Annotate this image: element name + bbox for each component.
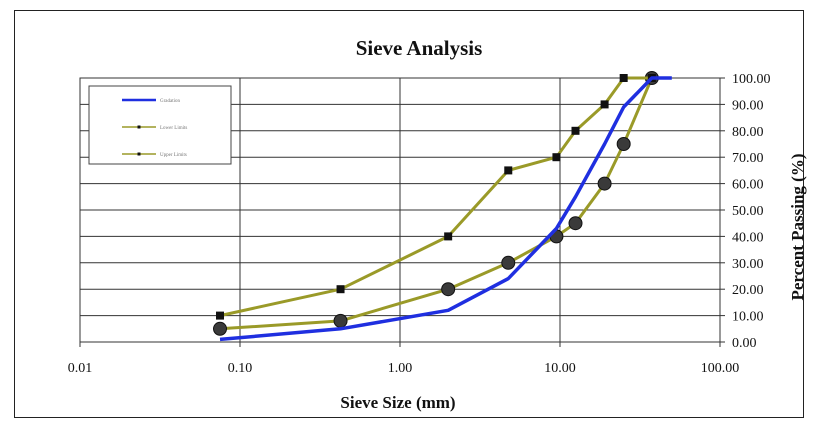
legend-label-gradation: Gradation <box>160 99 180 104</box>
data-point-lower-limits <box>501 255 516 270</box>
data-point-lower-limits <box>597 176 612 191</box>
data-point-upper-limits <box>444 232 453 241</box>
y-tick-label: 20.00 <box>732 283 764 298</box>
series-line-gradation <box>219 76 672 342</box>
x-tick-label: 1.00 <box>388 361 413 376</box>
data-point-lower-limits <box>616 137 631 151</box>
legend-marker-upper-limits <box>137 152 141 156</box>
data-point-upper-limits <box>619 74 628 82</box>
y-tick-label: 60.00 <box>732 178 764 193</box>
y-tick-label: 80.00 <box>732 125 764 140</box>
y-tick-label: 0.00 <box>732 336 757 351</box>
data-point-upper-limits <box>336 285 345 294</box>
legend-marker-lower-limits <box>137 125 141 129</box>
data-point-upper-limits <box>552 153 561 162</box>
legend-label-upper-limits: Upper Limits <box>160 153 187 158</box>
data-point-lower-limits <box>333 313 348 328</box>
x-axis-label: Sieve Size (mm) <box>340 393 455 412</box>
tick-labels: 0.00 10.00 20.00 30.00 40.00 50.00 60.00 70.00 8… <box>68 72 771 376</box>
series-layer <box>213 71 672 342</box>
data-point-upper-limits <box>600 100 609 109</box>
plot-area-border <box>79 77 721 343</box>
grid <box>79 77 725 347</box>
legend: Gradation Lower Limits Upper Limits <box>88 85 232 165</box>
y-tick-label: 30.00 <box>732 257 764 272</box>
y-tick-label: 90.00 <box>732 98 764 113</box>
data-point-lower-limits <box>441 282 456 297</box>
data-point-lower-limits <box>568 216 583 231</box>
legend-label-lower-limits: Lower Limits <box>160 126 187 131</box>
y-tick-label: 40.00 <box>732 230 764 245</box>
chart-title: Sieve Analysis <box>356 36 483 60</box>
series-line-lower-limits <box>219 77 654 331</box>
legend-box <box>88 85 232 165</box>
x-tick-label: 0.01 <box>68 361 93 376</box>
y-tick-label: 100.00 <box>732 72 771 87</box>
x-tick-label: 0.10 <box>228 361 253 376</box>
y-axis-label: Percent Passing (%) <box>788 154 807 301</box>
x-tick-label: 10.00 <box>544 361 576 376</box>
data-point-upper-limits <box>216 311 225 320</box>
y-tick-label: 70.00 <box>732 151 764 166</box>
data-point-lower-limits <box>213 321 228 336</box>
series-line-upper-limits <box>219 76 652 318</box>
y-tick-label: 50.00 <box>732 204 764 219</box>
x-tick-label: 100.00 <box>701 361 740 376</box>
data-point-upper-limits <box>571 126 580 135</box>
data-point-upper-limits <box>504 166 513 175</box>
y-tick-label: 10.00 <box>732 310 764 325</box>
